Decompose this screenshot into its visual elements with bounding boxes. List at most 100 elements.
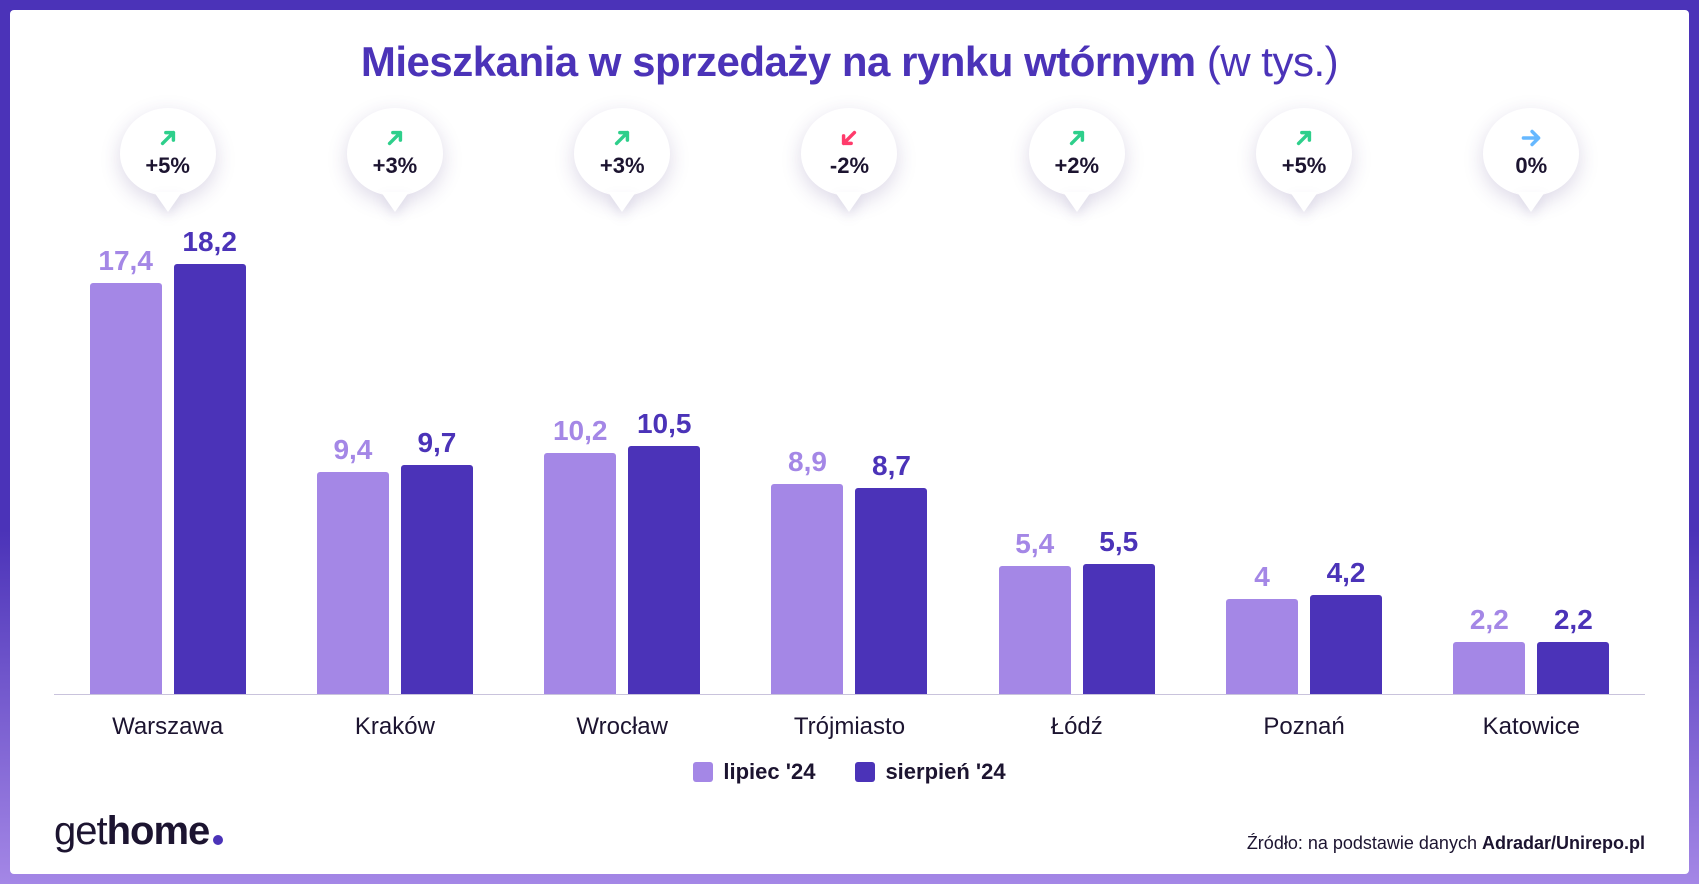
bar-jul	[999, 566, 1071, 694]
bar-group: 2,2 2,2	[1418, 222, 1645, 694]
footer: gethome Źródło: na podstawie danych Adra…	[54, 805, 1645, 854]
trend-icon	[836, 125, 862, 151]
bar-col-jul: 17,4	[90, 245, 162, 694]
city-column: -2% 8,9 8,7	[736, 108, 963, 694]
bar-jul	[90, 283, 162, 694]
change-percent: +5%	[145, 153, 190, 179]
title-bold: Mieszkania w sprzedaży na rynku wtórnym	[361, 38, 1196, 85]
change-percent: +2%	[1054, 153, 1099, 179]
logo-part-home: home	[107, 809, 210, 854]
trend-icon	[1518, 125, 1544, 151]
bar-aug	[1083, 564, 1155, 694]
bar-col-aug: 10,5	[628, 408, 700, 694]
bar-group: 17,4 18,2	[54, 222, 281, 694]
bar-value-aug: 4,2	[1327, 557, 1366, 589]
bar-col-jul: 8,9	[771, 446, 843, 694]
bar-jul	[544, 453, 616, 694]
bar-value-aug: 5,5	[1099, 526, 1138, 558]
bar-value-aug: 10,5	[637, 408, 692, 440]
outer-frame: Mieszkania w sprzedaży na rynku wtórnym …	[0, 0, 1699, 884]
source-attribution: Źródło: na podstawie danych Adradar/Unir…	[1247, 833, 1645, 854]
bar-col-jul: 2,2	[1453, 604, 1525, 694]
change-percent: +5%	[1282, 153, 1327, 179]
logo-dot-icon	[213, 835, 223, 845]
arrow-down-left-icon	[836, 125, 862, 151]
bar-value-jul: 8,9	[788, 446, 827, 478]
change-percent: +3%	[373, 153, 418, 179]
x-label: Wrocław	[509, 695, 736, 751]
x-label: Kraków	[281, 695, 508, 751]
source-prefix: Źródło: na podstawie danych	[1247, 833, 1482, 853]
legend: lipiec '24 sierpień '24	[54, 751, 1645, 805]
bar-group: 8,9 8,7	[736, 222, 963, 694]
title-unit: (w tys.)	[1207, 38, 1338, 85]
arrow-up-right-icon	[1064, 125, 1090, 151]
x-label: Trójmiasto	[736, 695, 963, 751]
arrow-up-right-icon	[382, 125, 408, 151]
bar-col-jul: 9,4	[317, 434, 389, 694]
logo-part-get: get	[54, 809, 107, 854]
chart-card: Mieszkania w sprzedaży na rynku wtórnym …	[10, 10, 1689, 874]
trend-icon	[1064, 125, 1090, 151]
bar-value-aug: 18,2	[182, 226, 237, 258]
bar-aug	[628, 446, 700, 694]
bar-col-aug: 2,2	[1537, 604, 1609, 694]
bar-aug	[1537, 642, 1609, 694]
arrow-up-right-icon	[1291, 125, 1317, 151]
bar-value-jul: 4	[1254, 561, 1270, 593]
change-bubble: 0%	[1483, 108, 1579, 196]
bar-group: 10,2 10,5	[509, 222, 736, 694]
bar-jul	[771, 484, 843, 694]
bar-group: 44,2	[1190, 222, 1417, 694]
bar-value-jul: 10,2	[553, 415, 608, 447]
bar-group: 5,4 5,5	[963, 222, 1190, 694]
change-bubble: -2%	[801, 108, 897, 196]
change-bubble: +3%	[574, 108, 670, 196]
change-percent: -2%	[830, 153, 869, 179]
chart-title: Mieszkania w sprzedaży na rynku wtórnym …	[54, 38, 1645, 86]
change-percent: 0%	[1515, 153, 1547, 179]
bar-value-aug: 2,2	[1554, 604, 1593, 636]
change-bubble: +2%	[1029, 108, 1125, 196]
bar-aug	[401, 465, 473, 694]
bar-col-jul: 10,2	[544, 415, 616, 694]
x-label: Katowice	[1418, 695, 1645, 751]
arrow-up-right-icon	[155, 125, 181, 151]
change-bubble: +5%	[120, 108, 216, 196]
bar-aug	[855, 488, 927, 694]
legend-item-jul: lipiec '24	[693, 759, 815, 785]
bar-jul	[317, 472, 389, 694]
legend-swatch-aug	[855, 762, 875, 782]
source-name: Adradar/Unirepo.pl	[1482, 833, 1645, 853]
arrow-right-icon	[1518, 125, 1544, 151]
change-percent: +3%	[600, 153, 645, 179]
bar-col-aug: 18,2	[174, 226, 246, 694]
bar-group: 9,4 9,7	[281, 222, 508, 694]
brand-logo: gethome	[54, 809, 223, 854]
change-bubble: +5%	[1256, 108, 1352, 196]
trend-icon	[609, 125, 635, 151]
trend-icon	[382, 125, 408, 151]
bar-value-jul: 9,4	[333, 434, 372, 466]
bar-col-jul: 4	[1226, 561, 1298, 694]
city-column: +3% 10,2 10,5	[509, 108, 736, 694]
legend-label-aug: sierpień '24	[885, 759, 1005, 785]
bar-jul	[1453, 642, 1525, 694]
bar-col-jul: 5,4	[999, 528, 1071, 694]
bar-value-aug: 8,7	[872, 450, 911, 482]
bar-jul	[1226, 599, 1298, 694]
bar-value-jul: 2,2	[1470, 604, 1509, 636]
x-axis-labels: WarszawaKrakówWrocławTrójmiastoŁódźPozna…	[54, 695, 1645, 751]
city-column: +5%44,2	[1190, 108, 1417, 694]
bar-value-jul: 17,4	[98, 245, 153, 277]
city-column: 0% 2,2 2,2	[1418, 108, 1645, 694]
bar-col-aug: 9,7	[401, 427, 473, 694]
legend-swatch-jul	[693, 762, 713, 782]
arrow-up-right-icon	[609, 125, 635, 151]
change-bubble: +3%	[347, 108, 443, 196]
legend-item-aug: sierpień '24	[855, 759, 1005, 785]
trend-icon	[155, 125, 181, 151]
x-label: Poznań	[1190, 695, 1417, 751]
city-column: +2% 5,4 5,5	[963, 108, 1190, 694]
x-label: Warszawa	[54, 695, 281, 751]
